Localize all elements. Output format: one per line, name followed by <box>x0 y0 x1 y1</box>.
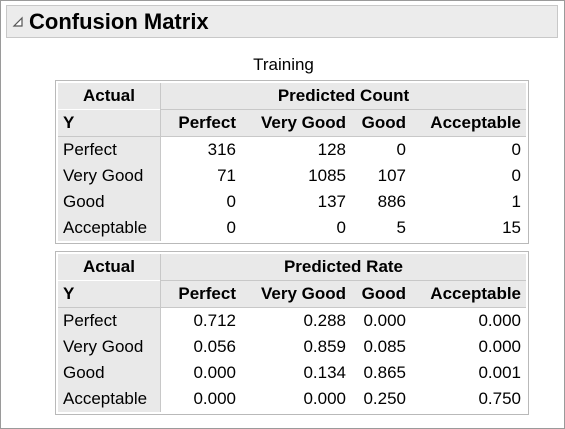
actual-header: Actual <box>58 83 160 109</box>
cell: 316 <box>207 140 236 159</box>
cell: 0.000 <box>303 389 346 408</box>
predicted-rate-header: Predicted Rate <box>161 254 526 280</box>
table-row: Acceptable 0 0 5 15 <box>58 215 526 241</box>
cell: 0 <box>226 192 236 211</box>
cell: 0.000 <box>478 311 521 330</box>
col-header-acceptable: Acceptable <box>411 110 526 136</box>
row-label: Good <box>58 360 160 386</box>
table-row: Good 0.000 0.134 0.865 0.001 <box>58 360 526 386</box>
cell: 0 <box>226 218 236 237</box>
col-header-very-good: Very Good <box>241 110 351 136</box>
cell: 0.000 <box>193 389 236 408</box>
predicted-count-header: Predicted Count <box>161 83 526 109</box>
cell: 0.134 <box>303 363 346 382</box>
col-header-very-good: Very Good <box>241 281 351 307</box>
table-row: Acceptable 0.000 0.000 0.250 0.750 <box>58 386 526 412</box>
cell: 128 <box>317 140 346 159</box>
row-label: Very Good <box>58 334 160 360</box>
table-row: Very Good 0.056 0.859 0.085 0.000 <box>58 334 526 360</box>
cell: 15 <box>502 218 521 237</box>
cell: 0.000 <box>478 337 521 356</box>
cell: 107 <box>377 166 406 185</box>
table-row: Good 0 137 886 1 <box>58 189 526 215</box>
cell: 1085 <box>308 166 346 185</box>
cell: 0 <box>511 140 521 159</box>
cell: 0 <box>511 166 521 185</box>
row-label: Acceptable <box>58 386 160 412</box>
col-header-good: Good <box>351 110 411 136</box>
count-table: Actual Predicted Count Y Perfect Very Go… <box>55 80 529 244</box>
cell: 0.288 <box>303 311 346 330</box>
cell: 0 <box>336 218 346 237</box>
cell: 0.750 <box>478 389 521 408</box>
cell: 0.712 <box>193 311 236 330</box>
row-label: Perfect <box>58 137 160 163</box>
table-row: Perfect 316 128 0 0 <box>58 137 526 163</box>
disclosure-triangle-icon[interactable] <box>7 5 29 38</box>
table-row: Perfect 0.712 0.288 0.000 0.000 <box>58 308 526 334</box>
cell: 1 <box>511 192 521 211</box>
y-header: Y <box>58 281 160 307</box>
outline-header[interactable]: Confusion Matrix <box>6 5 558 38</box>
outline-title: Confusion Matrix <box>29 8 209 34</box>
row-label: Perfect <box>58 308 160 334</box>
cell: 0.859 <box>303 337 346 356</box>
cell: 886 <box>377 192 406 211</box>
table-row: Very Good 71 1085 107 0 <box>58 163 526 189</box>
cell: 0 <box>396 140 406 159</box>
y-header: Y <box>58 110 160 136</box>
cell: 0.000 <box>363 311 406 330</box>
actual-header: Actual <box>58 254 160 280</box>
col-header-good: Good <box>351 281 411 307</box>
row-label: Good <box>58 189 160 215</box>
cell: 0.056 <box>193 337 236 356</box>
cell: 0.250 <box>363 389 406 408</box>
cell: 0.865 <box>363 363 406 382</box>
col-header-perfect: Perfect <box>161 281 241 307</box>
row-label: Acceptable <box>58 215 160 241</box>
row-label: Very Good <box>58 163 160 189</box>
cell: 71 <box>217 166 236 185</box>
cell: 137 <box>317 192 346 211</box>
col-header-acceptable: Acceptable <box>411 281 526 307</box>
cell: 0.000 <box>193 363 236 382</box>
cell: 0.001 <box>478 363 521 382</box>
cell: 0.085 <box>363 337 406 356</box>
rate-table: Actual Predicted Rate Y Perfect Very Goo… <box>55 251 529 415</box>
cell: 5 <box>396 218 406 237</box>
table-caption: Training <box>253 55 314 74</box>
col-header-perfect: Perfect <box>161 110 241 136</box>
